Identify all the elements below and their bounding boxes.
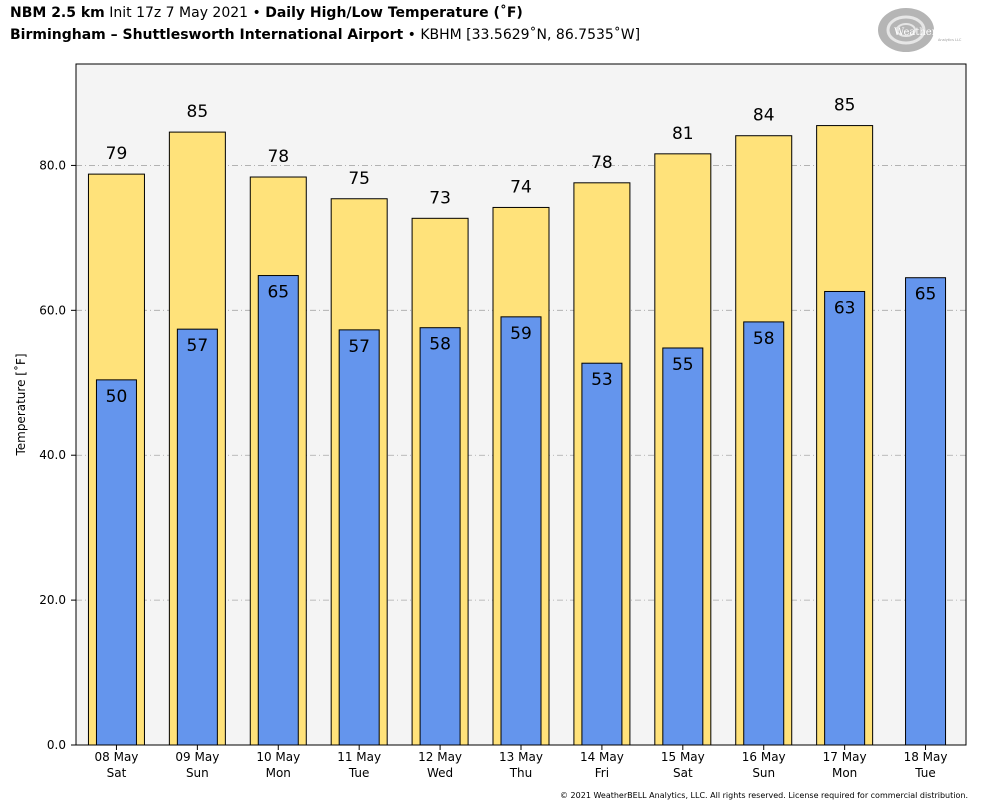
x-tick-label-date: 16 May xyxy=(742,750,786,764)
product-name: Daily High/Low Temperature (˚F) xyxy=(265,5,523,21)
low-temp-bar xyxy=(500,316,542,746)
high-temp-label: 85 xyxy=(187,102,209,122)
x-tick-label-day: Tue xyxy=(348,766,370,780)
x-tick-label-day: Fri xyxy=(595,766,609,780)
x-tick-label-date: 10 May xyxy=(256,750,300,764)
location-name: Birmingham – Shuttlesworth International… xyxy=(10,27,404,43)
low-temp-label: 57 xyxy=(348,337,370,357)
high-temp-label: 85 xyxy=(834,96,856,116)
logo-wordmark: WeatherBELL xyxy=(894,27,965,38)
y-tick-label: 60.0 xyxy=(39,303,66,317)
y-axis-label: Temperature [˚F] xyxy=(13,353,28,456)
low-temp-label: 65 xyxy=(915,285,937,305)
high-temp-label: 78 xyxy=(267,147,289,167)
x-tick-label-day: Sat xyxy=(107,766,127,780)
copyright-notice: © 2021 WeatherBELL Analytics, LLC. All r… xyxy=(560,791,968,800)
low-temp-bar xyxy=(257,275,299,746)
weatherbell-logo: WeatherBELL Analytics LLC xyxy=(876,5,972,55)
low-temp-bar xyxy=(743,321,785,746)
x-tick-label-date: 18 May xyxy=(904,750,948,764)
x-tick-label-day: Wed xyxy=(427,766,453,780)
y-tick-label: 80.0 xyxy=(39,158,66,172)
x-tick-label-day: Sat xyxy=(673,766,693,780)
low-temp-bar xyxy=(905,277,947,746)
x-tick-label-date: 14 May xyxy=(580,750,624,764)
low-temp-label: 59 xyxy=(510,324,532,344)
x-tick-label-date: 17 May xyxy=(823,750,867,764)
model-name: NBM 2.5 km xyxy=(10,5,105,21)
x-tick-label-day: Sun xyxy=(186,766,209,780)
low-temp-bar xyxy=(338,329,380,746)
y-tick-label: 20.0 xyxy=(39,593,66,607)
low-temp-label: 63 xyxy=(834,298,856,318)
chart-title-line-1: NBM 2.5 km Init 17z 7 May 2021 • Daily H… xyxy=(10,5,523,21)
low-temp-label: 58 xyxy=(753,329,775,349)
low-temp-label: 58 xyxy=(429,335,451,355)
low-temp-bar xyxy=(662,347,704,746)
weatherbell-logo-icon: WeatherBELL Analytics LLC xyxy=(878,8,965,52)
chart-title-line-2: Birmingham – Shuttlesworth International… xyxy=(10,27,640,43)
init-time: Init 17z 7 May 2021 xyxy=(109,5,249,21)
x-tick-label-day: Mon xyxy=(266,766,291,780)
high-temp-label: 84 xyxy=(753,106,775,126)
high-temp-label: 81 xyxy=(672,124,694,144)
x-tick-label-day: Mon xyxy=(832,766,857,780)
y-tick-label: 40.0 xyxy=(39,448,66,462)
y-tick-label: 0.0 xyxy=(47,738,66,752)
high-temp-label: 73 xyxy=(429,188,451,208)
logo-subtext: Analytics LLC xyxy=(938,38,962,42)
x-tick-label-date: 08 May xyxy=(95,750,139,764)
low-temp-label: 65 xyxy=(267,283,289,303)
high-temp-label: 79 xyxy=(106,144,128,164)
low-temp-label: 50 xyxy=(106,387,128,407)
x-tick-label-date: 15 May xyxy=(661,750,705,764)
x-tick-label-date: 11 May xyxy=(337,750,381,764)
high-temp-label: 74 xyxy=(510,177,532,197)
low-temp-label: 53 xyxy=(591,370,613,390)
low-temp-label: 55 xyxy=(672,355,694,375)
low-temp-bar xyxy=(824,290,866,746)
bullet-separator: • xyxy=(407,27,416,43)
bullet-separator: • xyxy=(252,5,261,21)
high-temp-label: 78 xyxy=(591,153,613,173)
station-info: KBHM [33.5629˚N, 86.7535˚W] xyxy=(420,27,641,43)
x-tick-label-day: Thu xyxy=(509,766,533,780)
low-temp-bar xyxy=(176,328,218,746)
low-temp-bar xyxy=(581,362,623,746)
low-temp-bar xyxy=(419,327,461,746)
high-temp-label: 75 xyxy=(348,169,370,189)
low-temp-bar xyxy=(95,379,137,746)
x-tick-label-date: 09 May xyxy=(175,750,219,764)
x-tick-label-day: Sun xyxy=(752,766,775,780)
x-tick-label-date: 13 May xyxy=(499,750,543,764)
x-tick-label-date: 12 May xyxy=(418,750,462,764)
low-temp-label: 57 xyxy=(187,336,209,356)
x-tick-label-day: Tue xyxy=(914,766,936,780)
plot-frame xyxy=(75,63,967,746)
